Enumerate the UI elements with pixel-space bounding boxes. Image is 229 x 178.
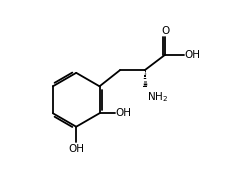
- Text: OH: OH: [68, 144, 84, 154]
- Text: NH$_2$: NH$_2$: [147, 91, 168, 104]
- Text: OH: OH: [184, 50, 200, 60]
- Text: O: O: [161, 26, 169, 36]
- Text: OH: OH: [115, 108, 131, 118]
